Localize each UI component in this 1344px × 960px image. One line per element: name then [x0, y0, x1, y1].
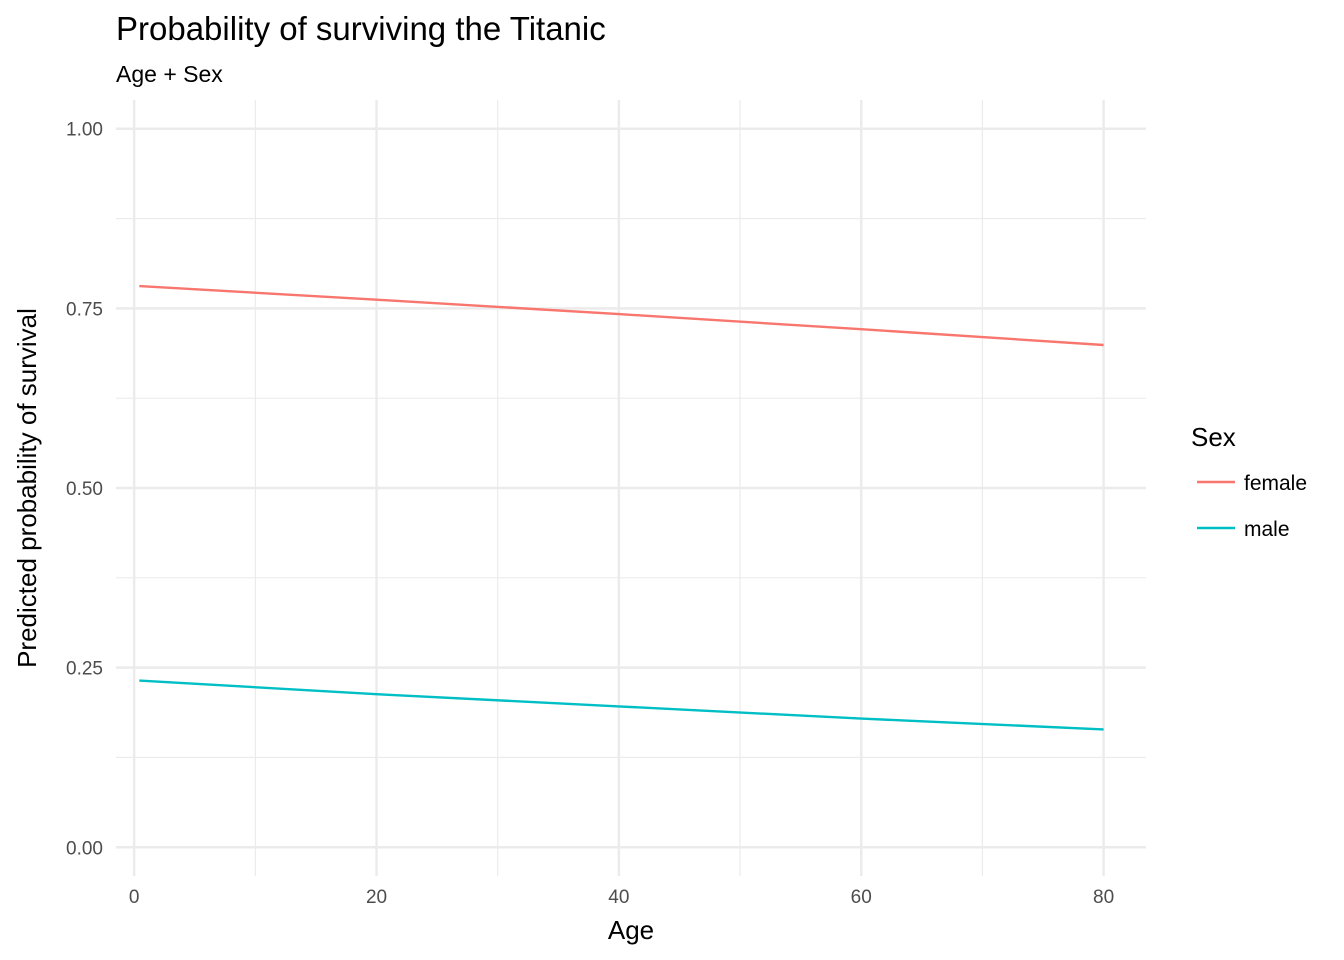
- legend-items: female male: [1197, 472, 1307, 541]
- chart-title: Probability of surviving the Titanic: [116, 10, 606, 47]
- major-gridlines: [116, 100, 1146, 876]
- y-tick-label: 0.00: [66, 838, 103, 859]
- y-tick-label: 0.25: [66, 659, 103, 680]
- y-axis-title: Predicted probability of survival: [12, 308, 42, 668]
- y-axis-tick-labels: 0.00 0.25 0.50 0.75 1.00: [66, 120, 103, 860]
- plot-panel: [116, 100, 1146, 876]
- legend: Sex female male: [1191, 422, 1307, 541]
- legend-label-male: male: [1244, 518, 1290, 541]
- x-axis-tick-labels: 0 20 40 60 80: [129, 887, 1114, 908]
- chart-subtitle: Age + Sex: [116, 61, 223, 87]
- x-tick-label: 20: [366, 887, 387, 908]
- x-tick-label: 80: [1093, 887, 1114, 908]
- y-tick-label: 0.75: [66, 299, 103, 320]
- x-tick-label: 60: [851, 887, 872, 908]
- x-tick-label: 0: [129, 887, 140, 908]
- legend-label-female: female: [1244, 472, 1307, 495]
- series-line-male: [139, 679, 1104, 731]
- x-axis-title: Age: [608, 915, 654, 945]
- minor-gridlines: [116, 100, 1146, 876]
- series-line-female: [139, 284, 1104, 347]
- legend-title: Sex: [1191, 422, 1236, 452]
- y-tick-label: 0.50: [66, 479, 103, 500]
- series-lines: [139, 284, 1104, 731]
- x-tick-label: 40: [608, 887, 629, 908]
- y-tick-label: 1.00: [66, 120, 103, 141]
